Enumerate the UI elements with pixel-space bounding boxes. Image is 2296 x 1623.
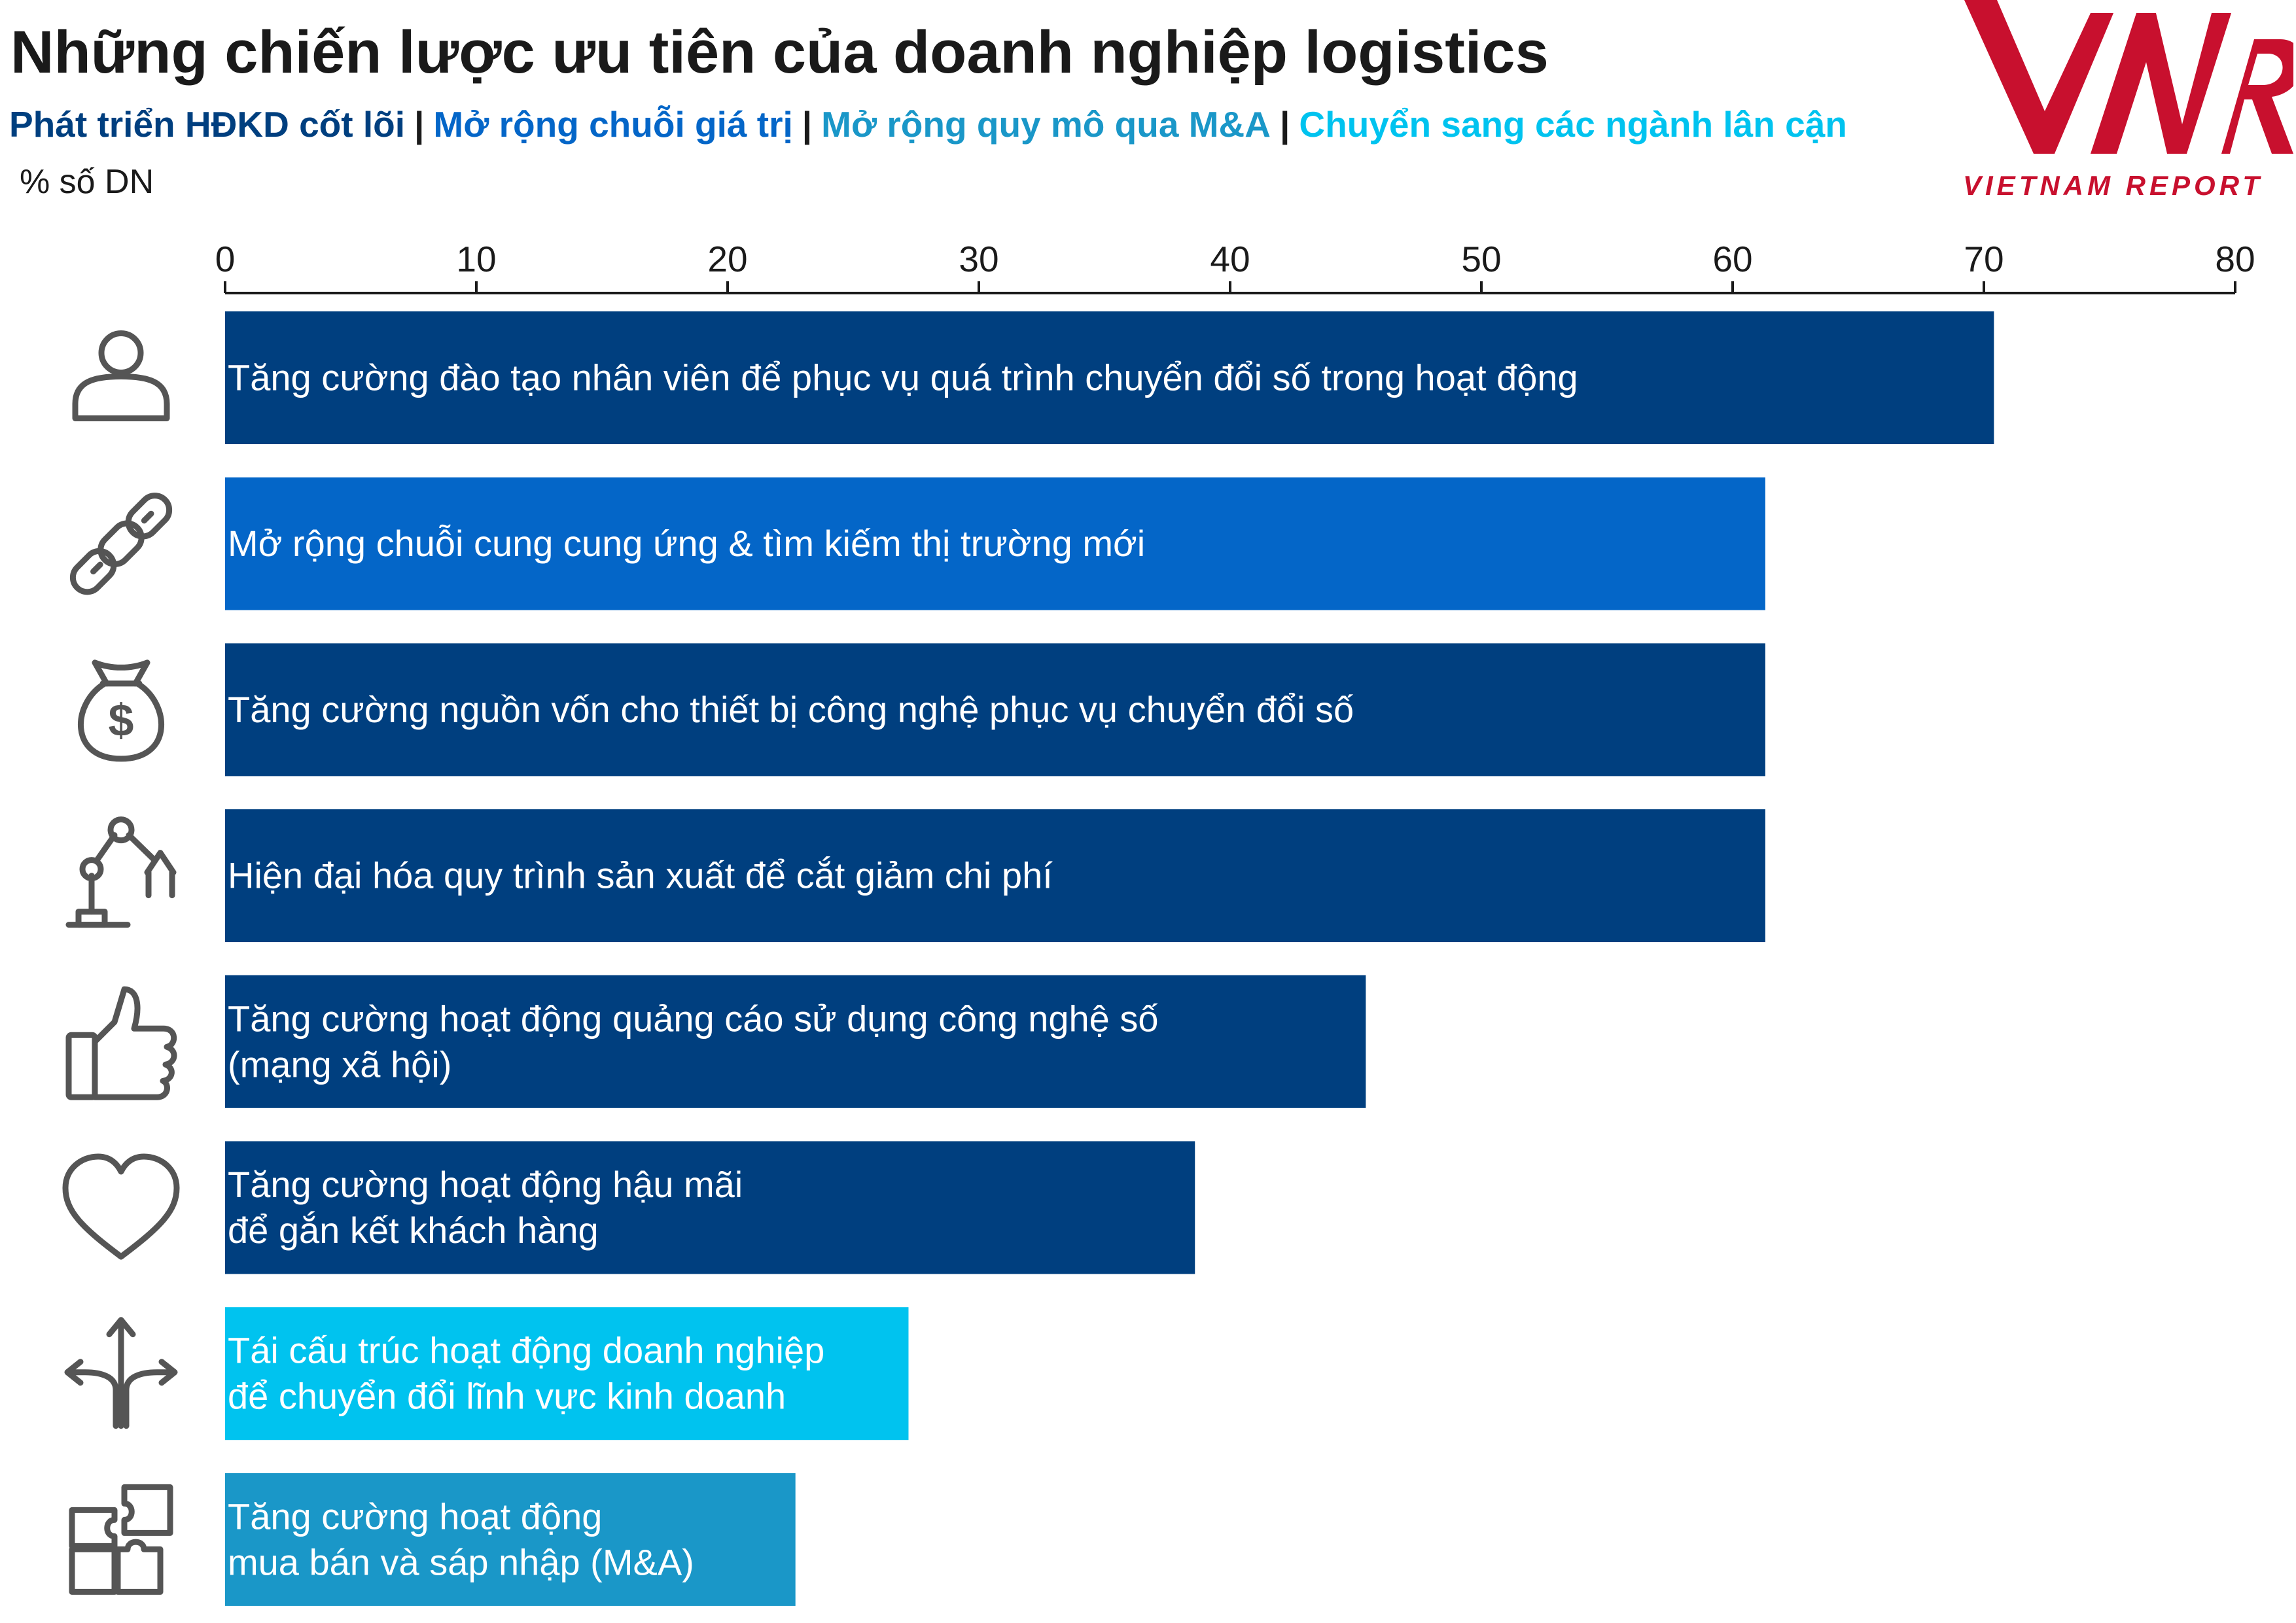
bar-label: Tăng cường hoạt động quảng cáo sử dụng c…	[228, 998, 1159, 1039]
bar-label: Tăng cường hoạt động hậu mãi	[228, 1164, 743, 1205]
bar	[225, 809, 1765, 943]
logo-text: VIETNAM REPORT	[1963, 170, 2263, 201]
bar-label: Mở rộng chuỗi cung cung ứng & tìm kiếm t…	[228, 523, 1145, 564]
bar-label: để gắn kết khách hàng	[228, 1210, 599, 1251]
x-tick-label: 30	[959, 239, 998, 279]
x-tick-label: 60	[1712, 239, 1752, 279]
x-tick-label: 50	[1461, 239, 1501, 279]
bar	[225, 1473, 796, 1606]
bar	[225, 477, 1765, 610]
legend: Phát triển HĐKD cốt lõi | Mở rộng chuỗi gi…	[9, 103, 1847, 145]
unit-label: % số DN	[20, 163, 154, 201]
x-tick-label: 20	[707, 239, 747, 279]
puzzle-icon	[69, 1484, 173, 1595]
legend-item: Phát triển HĐKD cốt lõi	[9, 104, 406, 145]
vnr-logo: VIETNAM REPORT	[1963, 0, 2293, 201]
x-tick-label: 70	[1964, 239, 2004, 279]
bar	[225, 311, 1994, 444]
chain-link-icon	[69, 493, 173, 595]
legend-separator: |	[414, 104, 425, 145]
legend-separator: |	[1280, 104, 1290, 145]
money-bag-icon: $	[77, 659, 165, 762]
x-tick-label: 0	[215, 239, 236, 279]
bar-label: (mạng xã hội)	[228, 1043, 451, 1085]
x-tick-label: 10	[456, 239, 496, 279]
bar	[225, 975, 1366, 1108]
bar-label: để chuyển đổi lĩnh vực kinh doanh	[228, 1376, 786, 1417]
bar-label: Tăng cường hoạt động	[228, 1495, 602, 1537]
chart-title: Những chiến lược ưu tiên của doanh nghiệ…	[10, 19, 1549, 86]
heart-icon	[62, 1153, 180, 1260]
x-tick-label: 80	[2215, 239, 2255, 279]
legend-item: Mở rộng quy mô qua M&A	[821, 104, 1271, 145]
bar	[225, 1307, 909, 1440]
bar-label: Tái cấu trúc hoạt động doanh nghiệp	[228, 1330, 824, 1371]
bar	[225, 1141, 1195, 1274]
legend-separator: |	[802, 104, 813, 145]
bar-label: Hiện đại hóa quy trình sản xuất để cắt g…	[228, 855, 1053, 896]
svg-text:$: $	[109, 695, 134, 746]
person-icon	[72, 330, 170, 421]
icons: $	[62, 330, 180, 1595]
legend-item: Mở rộng chuỗi giá trị	[433, 104, 793, 145]
bar-label: Tăng cường đào tạo nhân viên để phục vụ …	[228, 357, 1578, 398]
legend-item: Chuyển sang các ngành lân cận	[1299, 104, 1847, 145]
thumbs-up-icon	[65, 986, 177, 1100]
bar-label: mua bán và sáp nhập (M&A)	[228, 1541, 694, 1582]
x-tick-label: 40	[1210, 239, 1250, 279]
bar-label: Tăng cường nguồn vốn cho thiết bị công n…	[228, 689, 1354, 730]
robot-arm-icon	[65, 816, 177, 928]
split-arrows-icon	[64, 1317, 178, 1429]
bars: Tăng cường đào tạo nhân viên để phục vụ …	[225, 311, 1994, 1606]
x-axis: 0 10 20 30 40 50 60 70 80	[215, 239, 2255, 294]
bar	[225, 643, 1765, 777]
